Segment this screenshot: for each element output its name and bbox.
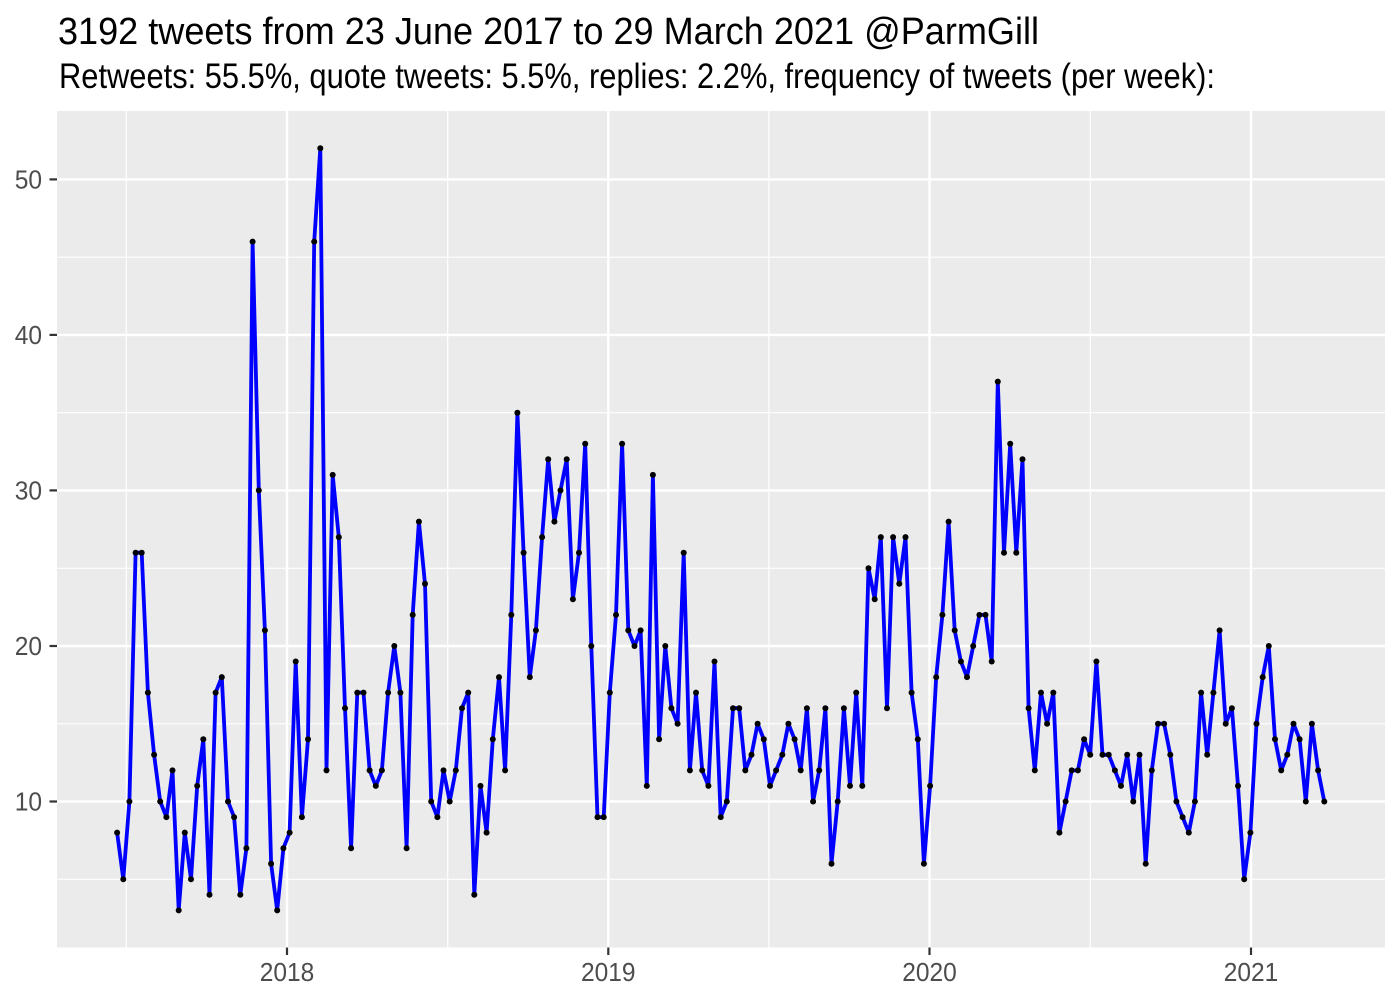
svg-text:2018: 2018 — [260, 957, 315, 987]
svg-text:2021: 2021 — [1224, 957, 1279, 987]
svg-text:20: 20 — [15, 631, 42, 661]
svg-text:2020: 2020 — [902, 957, 957, 987]
svg-text:Retweets: 55.5%, quote tweets:: Retweets: 55.5%, quote tweets: 5.5%, rep… — [59, 57, 1215, 96]
svg-text:2019: 2019 — [581, 957, 636, 987]
svg-text:30: 30 — [15, 476, 42, 506]
svg-text:10: 10 — [15, 787, 42, 817]
svg-text:50: 50 — [15, 165, 42, 195]
svg-text:3192 tweets from 23 June 2017: 3192 tweets from 23 June 2017 to 29 Marc… — [58, 11, 1039, 53]
svg-text:40: 40 — [15, 320, 42, 350]
